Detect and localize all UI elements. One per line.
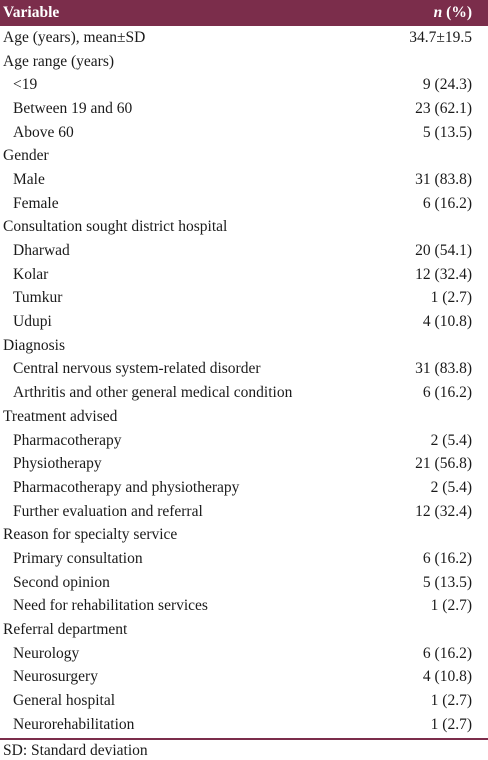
row-label: Dharwad bbox=[13, 242, 70, 260]
table-row: Referral department bbox=[0, 618, 488, 642]
row-label: Pharmacotherapy bbox=[13, 431, 122, 449]
row-label: Above 60 bbox=[13, 123, 74, 141]
table-row: Udupi 4 (10.8) bbox=[0, 310, 488, 334]
header-percent: (%) bbox=[442, 4, 472, 21]
table-row: Reason for specialty service bbox=[0, 523, 488, 547]
row-value: 20 (54.1) bbox=[415, 242, 472, 260]
table-row: Central nervous system-related disorder 3… bbox=[0, 358, 488, 382]
table-row: Arthritis and other general medical cond… bbox=[0, 381, 488, 405]
row-label: Consultation sought district hospital bbox=[3, 218, 228, 236]
row-value: 6 (16.2) bbox=[422, 644, 472, 662]
row-value: 12 (32.4) bbox=[415, 502, 472, 520]
row-value: 21 (56.8) bbox=[415, 455, 472, 473]
row-label: Diagnosis bbox=[3, 336, 65, 354]
table-row: <19 9 (24.3) bbox=[0, 73, 488, 97]
table-row: Age (years), mean±SD 34.7±19.5 bbox=[0, 26, 488, 50]
row-label: Gender bbox=[3, 147, 49, 165]
row-value: 2 (5.4) bbox=[430, 478, 472, 496]
row-label: Female bbox=[13, 194, 59, 212]
row-value: 9 (24.3) bbox=[422, 76, 472, 94]
table-footnote: SD: Standard deviation bbox=[3, 741, 148, 759]
row-label: Age (years), mean±SD bbox=[3, 28, 146, 46]
table-row: Consultation sought district hospital bbox=[0, 216, 488, 240]
row-value: 31 (83.8) bbox=[415, 360, 472, 378]
row-value: 1 (2.7) bbox=[430, 692, 472, 710]
table-row: Age range (years) bbox=[0, 50, 488, 74]
table-row: General hospital 1 (2.7) bbox=[0, 689, 488, 713]
table-row: Pharmacotherapy and physiotherapy 2 (5.4) bbox=[0, 476, 488, 500]
row-label: Need for rehabilitation services bbox=[13, 597, 208, 615]
table-row: Second opinion 5 (13.5) bbox=[0, 571, 488, 595]
row-value: 5 (13.5) bbox=[422, 123, 472, 141]
row-label: Neurosurgery bbox=[13, 668, 98, 686]
row-label: Tumkur bbox=[13, 289, 63, 307]
header-n: n bbox=[433, 4, 443, 21]
table-row: Neurology 6 (16.2) bbox=[0, 642, 488, 666]
row-label: Pharmacotherapy and physiotherapy bbox=[13, 478, 240, 496]
row-label: Reason for specialty service bbox=[3, 526, 178, 544]
row-value: 34.7±19.5 bbox=[409, 28, 472, 46]
header-n-percent: n (%) bbox=[434, 4, 472, 22]
row-value: 1 (2.7) bbox=[430, 715, 472, 733]
row-label: Referral department bbox=[3, 621, 128, 639]
table-row: Physiotherapy 21 (56.8) bbox=[0, 452, 488, 476]
row-label: Age range (years) bbox=[3, 52, 115, 70]
table-row: Diagnosis bbox=[0, 334, 488, 358]
row-label: Treatment advised bbox=[3, 407, 118, 425]
row-value: 12 (32.4) bbox=[415, 265, 472, 283]
row-value: 6 (16.2) bbox=[422, 194, 472, 212]
row-label: Neurorehabilitation bbox=[13, 715, 135, 733]
table-row: Pharmacotherapy 2 (5.4) bbox=[0, 429, 488, 453]
row-value: 5 (13.5) bbox=[422, 573, 472, 591]
row-value: 1 (2.7) bbox=[430, 289, 472, 307]
row-label: General hospital bbox=[13, 692, 116, 710]
header-variable: Variable bbox=[3, 4, 60, 21]
table-row: Male 31 (83.8) bbox=[0, 168, 488, 192]
row-label: Central nervous system-related disorder bbox=[13, 360, 261, 378]
table-row: Dharwad 20 (54.1) bbox=[0, 239, 488, 263]
row-value: 4 (10.8) bbox=[422, 313, 472, 331]
table-header: Variable n (%) bbox=[0, 0, 488, 26]
table-row: Above 60 5 (13.5) bbox=[0, 121, 488, 145]
row-label: Udupi bbox=[13, 313, 52, 331]
row-label: Physiotherapy bbox=[13, 455, 102, 473]
table-row: Between 19 and 60 23 (62.1) bbox=[0, 97, 488, 121]
row-value: 31 (83.8) bbox=[415, 170, 472, 188]
row-value: 6 (16.2) bbox=[422, 549, 472, 567]
row-value: 23 (62.1) bbox=[415, 99, 472, 117]
table-row: Further evaluation and referral 12 (32.4) bbox=[0, 500, 488, 524]
row-label: <19 bbox=[13, 76, 38, 94]
table-row: Female 6 (16.2) bbox=[0, 192, 488, 216]
table-row: Need for rehabilitation services 1 (2.7) bbox=[0, 595, 488, 619]
table-row: Treatment advised bbox=[0, 405, 488, 429]
table-row: Gender bbox=[0, 144, 488, 168]
row-label: Neurology bbox=[13, 644, 80, 662]
row-label: Arthritis and other general medical cond… bbox=[13, 384, 293, 402]
table-row: Neurorehabilitation 1 (2.7) bbox=[0, 713, 488, 737]
row-value: 2 (5.4) bbox=[430, 431, 472, 449]
row-label: Second opinion bbox=[13, 573, 110, 591]
table-bottom-rule bbox=[0, 737, 488, 740]
row-label: Male bbox=[13, 170, 45, 188]
table-row: Tumkur 1 (2.7) bbox=[0, 287, 488, 311]
row-label: Kolar bbox=[13, 265, 49, 283]
table-row: Primary consultation 6 (16.2) bbox=[0, 547, 488, 571]
row-value: 4 (10.8) bbox=[422, 668, 472, 686]
row-label: Further evaluation and referral bbox=[13, 502, 203, 520]
row-value: 1 (2.7) bbox=[430, 597, 472, 615]
row-label: Between 19 and 60 bbox=[13, 99, 133, 117]
table-body: Age (years), mean±SD 34.7±19.5 Age range (… bbox=[0, 26, 488, 737]
table-row: Neurosurgery 4 (10.8) bbox=[0, 666, 488, 690]
row-value: 6 (16.2) bbox=[422, 384, 472, 402]
row-label: Primary consultation bbox=[13, 549, 143, 567]
table-row: Kolar 12 (32.4) bbox=[0, 263, 488, 287]
